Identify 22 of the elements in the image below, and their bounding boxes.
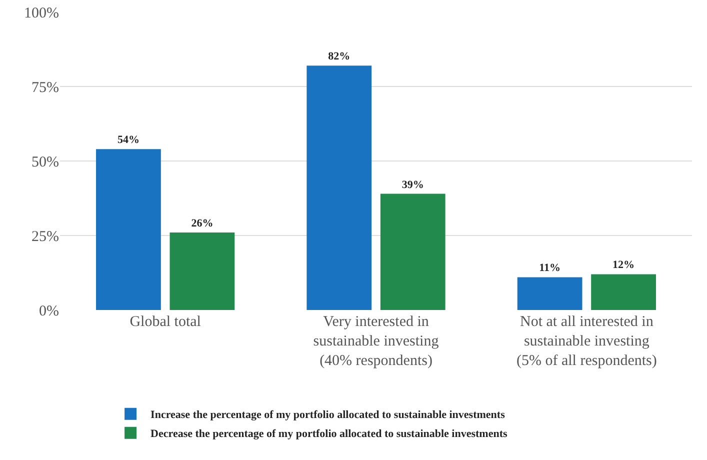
y-tick-label: 50%: [32, 154, 59, 170]
y-tick-label: 75%: [32, 80, 59, 96]
data-label: 26%: [191, 218, 214, 230]
bar: [517, 277, 582, 310]
bar: [591, 274, 656, 310]
bar: [380, 194, 446, 310]
bar: [306, 66, 372, 310]
data-label: 12%: [612, 259, 635, 272]
bar: [170, 232, 235, 310]
x-tick-label: Not at all interested in sustainable investing (5% of all respondents): [516, 314, 657, 369]
bar: [96, 149, 161, 310]
legend-label: Increase the percentage of my portfolio allocated to sustainable investments: [150, 409, 506, 422]
y-tick-label: 100%: [24, 5, 59, 22]
data-label: 82%: [328, 50, 350, 63]
data-label: 39%: [402, 178, 424, 191]
data-label: 11%: [539, 262, 561, 274]
y-tick-label: 25%: [32, 228, 59, 245]
data-label: 54%: [117, 134, 140, 146]
x-tick-label: Global total: [130, 314, 201, 330]
x-tick-label: Very interested in sustainable investing (40% respondents): [313, 314, 440, 369]
legend-label: Decrease the percentage of my portfolio allocated to sustainable investments: [150, 428, 508, 440]
y-tick-label: 0%: [39, 303, 59, 320]
